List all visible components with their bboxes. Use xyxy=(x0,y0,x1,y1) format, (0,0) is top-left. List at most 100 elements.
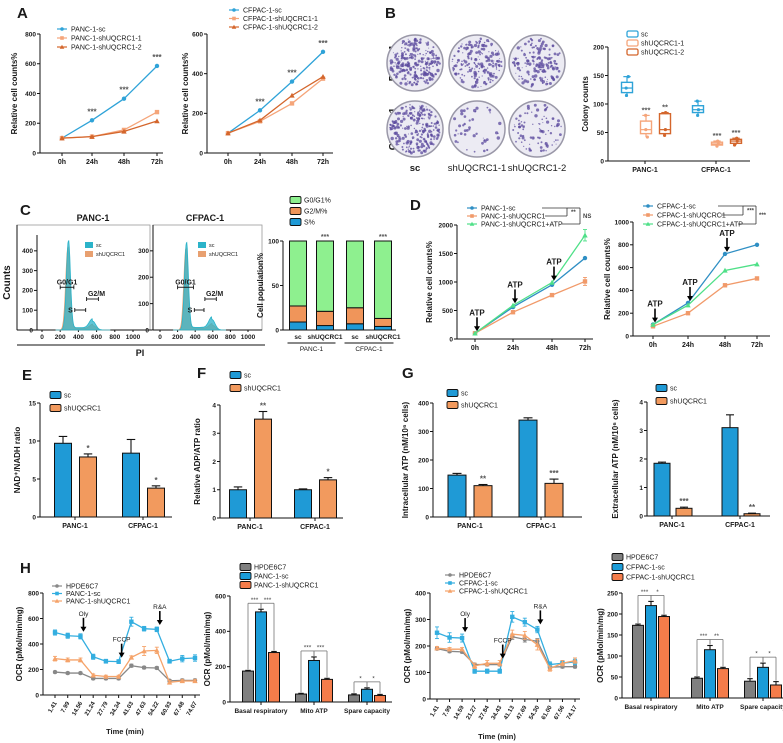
colony xyxy=(473,77,476,80)
legend-item: CFPAC-1-sc xyxy=(643,204,696,211)
data-point xyxy=(626,75,630,79)
colony xyxy=(416,48,420,52)
colony xyxy=(462,52,464,54)
panel-label-b: B xyxy=(385,5,396,22)
colony xyxy=(552,78,556,81)
data-point xyxy=(497,660,503,666)
colony xyxy=(490,64,493,66)
colony xyxy=(552,67,555,71)
legend-marker xyxy=(447,588,453,593)
colony xyxy=(405,151,407,153)
legend-marker xyxy=(448,573,452,577)
colony xyxy=(438,131,441,134)
annotation-label: R&A xyxy=(534,603,548,610)
x-tick-label: 74.07 xyxy=(186,700,199,717)
y-tick-label: 3 xyxy=(639,428,643,435)
y-tick-label: 0 xyxy=(29,327,33,334)
y-tick-label: 0 xyxy=(614,695,618,702)
bar xyxy=(295,693,307,703)
y-axis-label: OCR (pMol/min/mg) xyxy=(15,606,24,681)
colony xyxy=(423,108,426,111)
colony xyxy=(395,113,398,116)
y-axis-label: Relative ADP/ATP ratio xyxy=(193,418,202,505)
significance-label: *** xyxy=(747,209,755,215)
bar xyxy=(374,694,386,703)
colony xyxy=(396,133,400,137)
legend-item: CFPAC-1-shUQCRC1 xyxy=(445,589,528,596)
legend-label: sc xyxy=(641,32,649,39)
y-tick-label: 0 xyxy=(449,336,453,343)
significance-label: ** xyxy=(662,103,668,112)
colony xyxy=(435,56,439,60)
colony xyxy=(411,136,415,139)
bar-segment-G0/G1% xyxy=(374,240,392,319)
colony xyxy=(456,61,459,64)
colony xyxy=(405,146,408,149)
colony xyxy=(413,127,416,130)
colony xyxy=(410,132,414,135)
y-tick-label: 400 xyxy=(192,71,203,78)
colony-plate xyxy=(508,100,566,158)
colony xyxy=(421,126,424,129)
x-tick-label: 41.13 xyxy=(503,704,516,721)
significance-label: ** xyxy=(714,633,720,640)
chart-a1: 0 200 400 600 800 Relative cell counts% 0h 24h 4… xyxy=(10,27,163,167)
colony xyxy=(474,58,477,61)
data-point xyxy=(89,118,95,123)
colony xyxy=(459,132,463,136)
chart-f: 0 1 2 3 4 Relative ADP/ATP ratio PANC-1 CFPAC-1… xyxy=(193,371,343,531)
colony xyxy=(546,81,548,83)
significance-label: *** xyxy=(321,234,329,241)
colony xyxy=(426,108,429,111)
x-tick-label: shUQCRC1 xyxy=(307,334,342,341)
data-point xyxy=(447,635,452,640)
legend-swatch xyxy=(289,218,302,226)
legend-label: CFPAC-1-shUQCRC1+ATP xyxy=(657,222,743,229)
colony xyxy=(543,115,545,118)
legend-label: shUQCRC1 xyxy=(96,252,125,258)
colony xyxy=(487,77,490,80)
legend-label: shUQCRC1 xyxy=(461,403,498,410)
colony xyxy=(466,149,468,151)
colony xyxy=(537,65,541,69)
y-tick-label: 0 xyxy=(35,692,39,699)
colony xyxy=(516,66,521,70)
colony xyxy=(428,129,432,133)
colony xyxy=(404,127,407,130)
legend-label: G2/M% xyxy=(304,209,327,216)
colony xyxy=(496,136,500,140)
colony xyxy=(483,139,487,143)
legend-label: PANC-1-shUQCRC1 xyxy=(254,583,319,590)
data-point xyxy=(225,130,231,136)
bar xyxy=(348,694,360,703)
colony xyxy=(537,142,540,145)
data-point xyxy=(696,113,700,117)
colony xyxy=(548,48,551,51)
colony xyxy=(520,141,523,143)
colony xyxy=(436,128,440,132)
y-tick-label: 0 xyxy=(425,514,429,521)
colony xyxy=(535,65,538,68)
colony xyxy=(391,124,395,128)
data-point xyxy=(582,255,588,261)
colony xyxy=(428,147,430,149)
colony xyxy=(541,118,543,121)
series-PANC-1-shUQCRC1 xyxy=(472,276,588,336)
data-point xyxy=(535,627,540,632)
x-tick-label: 72h xyxy=(751,342,763,349)
colony xyxy=(496,59,501,63)
x-tick-label: 34.43 xyxy=(491,704,504,721)
bar xyxy=(645,605,657,699)
colony xyxy=(550,125,553,127)
legend-label: HPDE6C7 xyxy=(626,555,658,562)
colony xyxy=(457,141,459,144)
colony xyxy=(434,62,436,65)
colony xyxy=(393,131,397,135)
y-tick-label: 0 xyxy=(625,333,629,340)
series-sc xyxy=(447,417,538,518)
colony xyxy=(414,50,417,53)
plate-column-label: shUQCRC1-1 xyxy=(448,163,507,174)
colony xyxy=(427,132,429,134)
colony xyxy=(481,75,483,77)
